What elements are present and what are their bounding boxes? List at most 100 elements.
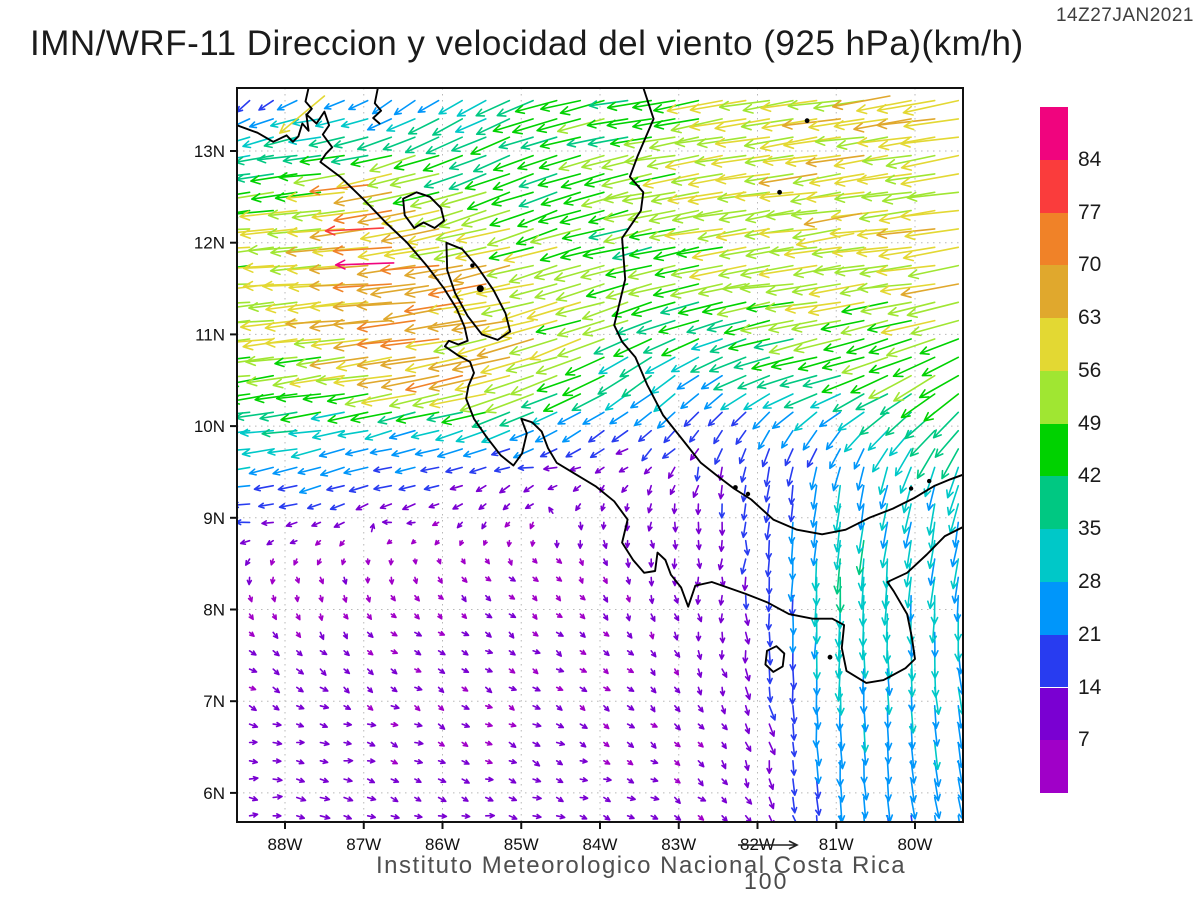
zapatera-island <box>470 263 475 268</box>
colorbar-segment <box>1040 318 1068 371</box>
wind-vector <box>880 319 936 336</box>
wind-vector <box>245 558 251 566</box>
wind-vector <box>533 264 582 281</box>
wind-vector <box>744 741 752 752</box>
wind-vector <box>437 576 443 584</box>
wind-vector <box>697 778 704 787</box>
wind-vector <box>578 558 584 566</box>
wind-vector <box>771 411 794 429</box>
wind-vector <box>508 631 515 639</box>
wind-vector <box>381 519 393 525</box>
wind-vector <box>343 466 369 476</box>
wind-vector <box>555 760 563 766</box>
wind-vector <box>579 723 588 729</box>
wind-vector <box>744 631 751 645</box>
wind-vector <box>461 686 469 692</box>
wind-vector <box>884 705 892 729</box>
wind-vector <box>247 244 298 256</box>
wind-vector <box>626 668 634 674</box>
wind-vector <box>810 484 818 510</box>
wind-vector <box>658 319 700 335</box>
wind-vector <box>319 649 328 656</box>
wind-vector <box>918 374 960 399</box>
wind-vector <box>904 228 960 241</box>
wind-vector <box>879 539 889 569</box>
wind-vector <box>498 136 534 150</box>
wind-vector <box>414 796 422 802</box>
wind-vector <box>695 594 701 605</box>
wind-vector <box>437 448 463 459</box>
wind-vector <box>791 796 798 814</box>
wind-vector <box>248 667 258 673</box>
wind-vector <box>386 118 416 132</box>
wind-vector <box>272 668 280 676</box>
lake-nicaragua <box>445 241 512 341</box>
wind-vector <box>878 246 936 260</box>
wind-vector <box>517 154 558 171</box>
wind-vector <box>388 576 395 585</box>
wind-vector <box>475 118 511 136</box>
wind-vector <box>880 521 889 549</box>
wind-vector <box>439 191 487 209</box>
wind-vector <box>768 319 818 334</box>
wind-vector <box>245 355 298 367</box>
wind-vector <box>653 118 700 130</box>
wind-vector <box>475 484 487 493</box>
wind-vector <box>350 154 393 168</box>
wind-vector <box>834 191 889 203</box>
wind-vector <box>649 539 655 549</box>
wind-vector <box>797 356 841 372</box>
wind-vector <box>554 539 560 549</box>
wind-vector <box>741 521 748 539</box>
wind-vector <box>455 118 487 134</box>
wind-vector <box>719 650 725 660</box>
wind-vector <box>786 466 794 487</box>
wind-vector <box>248 705 257 712</box>
wind-vector <box>481 429 511 444</box>
wind-vector <box>579 667 587 673</box>
wind-vector <box>451 319 511 334</box>
wind-vector <box>957 815 961 822</box>
wind-vector <box>720 705 727 715</box>
wind-vector <box>296 796 307 802</box>
wind-vector <box>789 650 797 672</box>
wind-vector <box>470 136 511 155</box>
wind-vector <box>461 209 511 228</box>
wind-vector <box>647 521 653 532</box>
wind-vector <box>858 594 867 627</box>
wind-vector <box>811 558 820 592</box>
wind-vector <box>770 356 818 370</box>
wind-vector <box>455 246 511 262</box>
wind-vector <box>571 393 605 412</box>
wind-vector <box>650 759 659 765</box>
wind-vector <box>950 539 960 568</box>
wind-vector <box>237 173 274 183</box>
wind-vector <box>339 539 345 547</box>
wind-vector <box>366 741 376 747</box>
wind-vector <box>950 558 960 590</box>
san-blas-1-island <box>908 486 914 491</box>
wind-vector <box>768 796 775 810</box>
wind-vector <box>910 796 918 820</box>
wind-vector <box>884 760 893 785</box>
wind-vector <box>626 650 635 656</box>
wind-vector <box>390 721 399 728</box>
wind-vector <box>508 796 518 802</box>
wind-vector <box>737 374 771 390</box>
wind-vector <box>733 356 771 370</box>
wind-vector <box>342 594 348 603</box>
wind-vector <box>899 136 960 148</box>
wind-vector <box>532 722 542 728</box>
wind-vector <box>350 411 393 424</box>
wind-vector <box>246 374 298 387</box>
wind-vector <box>388 558 394 566</box>
lat-tick-label: 13N <box>194 142 225 161</box>
wind-vector <box>751 356 794 371</box>
wind-vector <box>288 429 322 438</box>
wind-vector <box>577 539 583 549</box>
wind-vector <box>805 154 865 168</box>
wind-vector <box>297 466 322 476</box>
wind-vector <box>270 246 322 257</box>
wind-vector <box>434 539 440 546</box>
